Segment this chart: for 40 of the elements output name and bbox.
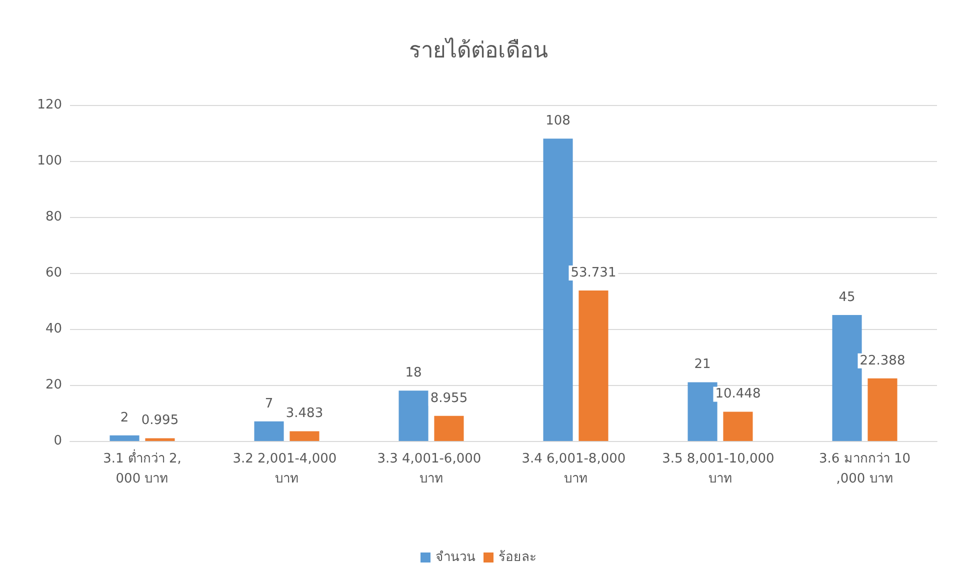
data-label: 0.995 xyxy=(141,413,179,428)
data-label: 8.955 xyxy=(430,390,468,406)
y-tick-label: 60 xyxy=(45,266,62,280)
x-tick-label: 3.5 8,001-10,000 บาท xyxy=(662,452,778,486)
chart-title: รายได้ต่อเดือน xyxy=(409,38,548,64)
bar xyxy=(398,390,428,441)
data-label: 18 xyxy=(405,366,422,381)
bar xyxy=(832,315,862,441)
y-tick-label: 100 xyxy=(37,154,62,168)
bar xyxy=(868,378,898,441)
bar xyxy=(723,412,753,441)
data-label: 108 xyxy=(546,114,570,129)
data-label: 45 xyxy=(838,290,856,305)
bar xyxy=(290,431,320,441)
y-tick-label: 20 xyxy=(45,378,62,392)
data-label: 3.483 xyxy=(286,406,324,422)
bar xyxy=(543,138,573,441)
bar xyxy=(254,421,284,441)
x-tick-label: 3.3 4,001-6,000 บาท xyxy=(377,452,486,486)
data-label: 53.731 xyxy=(570,266,616,281)
bar xyxy=(145,438,175,441)
y-tick-label: 0 xyxy=(54,434,62,448)
legend-label: ร้อยละ xyxy=(498,550,536,565)
y-tick-label: 80 xyxy=(45,210,62,224)
bar xyxy=(434,416,464,441)
data-label: 7 xyxy=(264,396,274,412)
y-tick-label: 120 xyxy=(37,98,62,112)
bar xyxy=(688,382,718,441)
data-label: 21 xyxy=(694,357,711,372)
legend-label: จำนวน xyxy=(436,550,476,565)
bar xyxy=(110,435,140,441)
y-tick-label: 40 xyxy=(45,322,62,336)
x-tick-label: 3.2 2,001-4,000 บาท xyxy=(232,452,341,486)
bar xyxy=(578,290,608,441)
x-tick-label: 3.4 6,001-8,000 บาท xyxy=(522,452,630,486)
data-label: 10.448 xyxy=(715,386,761,402)
x-tick-label: 3.1 ต่ำกว่า 2,000 บาท xyxy=(103,450,182,486)
x-tick-label: 3.6 มากกว่า 10,000 บาท xyxy=(819,452,910,486)
data-label: 2 xyxy=(120,410,129,426)
data-label: 22.388 xyxy=(860,353,906,368)
